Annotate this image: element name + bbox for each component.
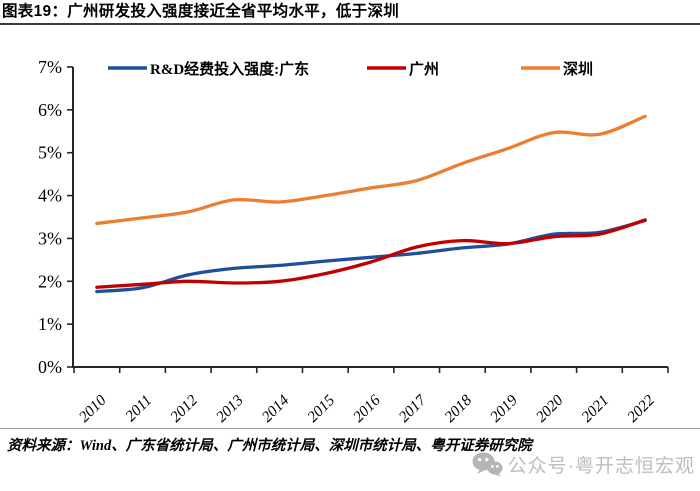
y-tick-label: 6% bbox=[38, 100, 62, 120]
x-tick-label: 2020 bbox=[533, 392, 567, 426]
legend-label: R&D经费投入强度:广东 bbox=[150, 60, 309, 78]
x-tick-label: 2012 bbox=[167, 392, 201, 426]
y-tick-label: 2% bbox=[38, 271, 62, 291]
y-tick-label: 3% bbox=[38, 228, 62, 248]
y-tick-label: 0% bbox=[38, 357, 62, 377]
x-tick-label: 2015 bbox=[304, 392, 338, 426]
x-tick-label: 2017 bbox=[396, 391, 431, 426]
y-tick-label: 7% bbox=[38, 57, 62, 77]
x-tick-label: 2018 bbox=[441, 392, 475, 426]
rd-intensity-line-chart: 0% 1% 2% 3% 4% 5% 6% 7% 2010 2011 2012 2013 2014 2015… bbox=[38, 57, 669, 426]
source-note: 资料来源：Wind、广东省统计局、广州市统计局、深圳市统计局、粤开证券研究院 bbox=[7, 438, 532, 454]
watermark: 公众号·粤开志恒宏观 bbox=[472, 451, 695, 478]
line-guangzhou bbox=[95, 218, 647, 289]
x-tick-label: 2016 bbox=[350, 392, 384, 426]
x-tick-label: 2013 bbox=[213, 392, 247, 426]
x-tick-label: 2014 bbox=[259, 392, 293, 426]
figure-title: 图表19：广州研发投入强度接近全省平均水平，低于深圳 bbox=[2, 3, 400, 20]
figure-title-bar: 图表19：广州研发投入强度接近全省平均水平，低于深圳 bbox=[0, 0, 700, 25]
legend-label: 深圳 bbox=[563, 60, 593, 78]
y-tick-label: 5% bbox=[38, 143, 62, 163]
legend-label: 广州 bbox=[409, 60, 439, 78]
wechat-icon bbox=[472, 452, 503, 477]
footer-divider bbox=[0, 428, 700, 429]
line-shenzhen bbox=[95, 114, 647, 226]
x-tick-label: 2010 bbox=[76, 392, 110, 426]
x-tick-label: 2011 bbox=[122, 392, 155, 425]
x-tick-label: 2022 bbox=[624, 392, 658, 426]
x-tick-label: 2021 bbox=[578, 392, 612, 426]
line-guangdong bbox=[95, 218, 647, 294]
y-tick-label: 1% bbox=[38, 314, 62, 334]
watermark-text: 公众号·粤开志恒宏观 bbox=[507, 456, 695, 477]
x-tick-label: 2019 bbox=[487, 392, 521, 426]
y-tick-label: 4% bbox=[38, 186, 62, 206]
